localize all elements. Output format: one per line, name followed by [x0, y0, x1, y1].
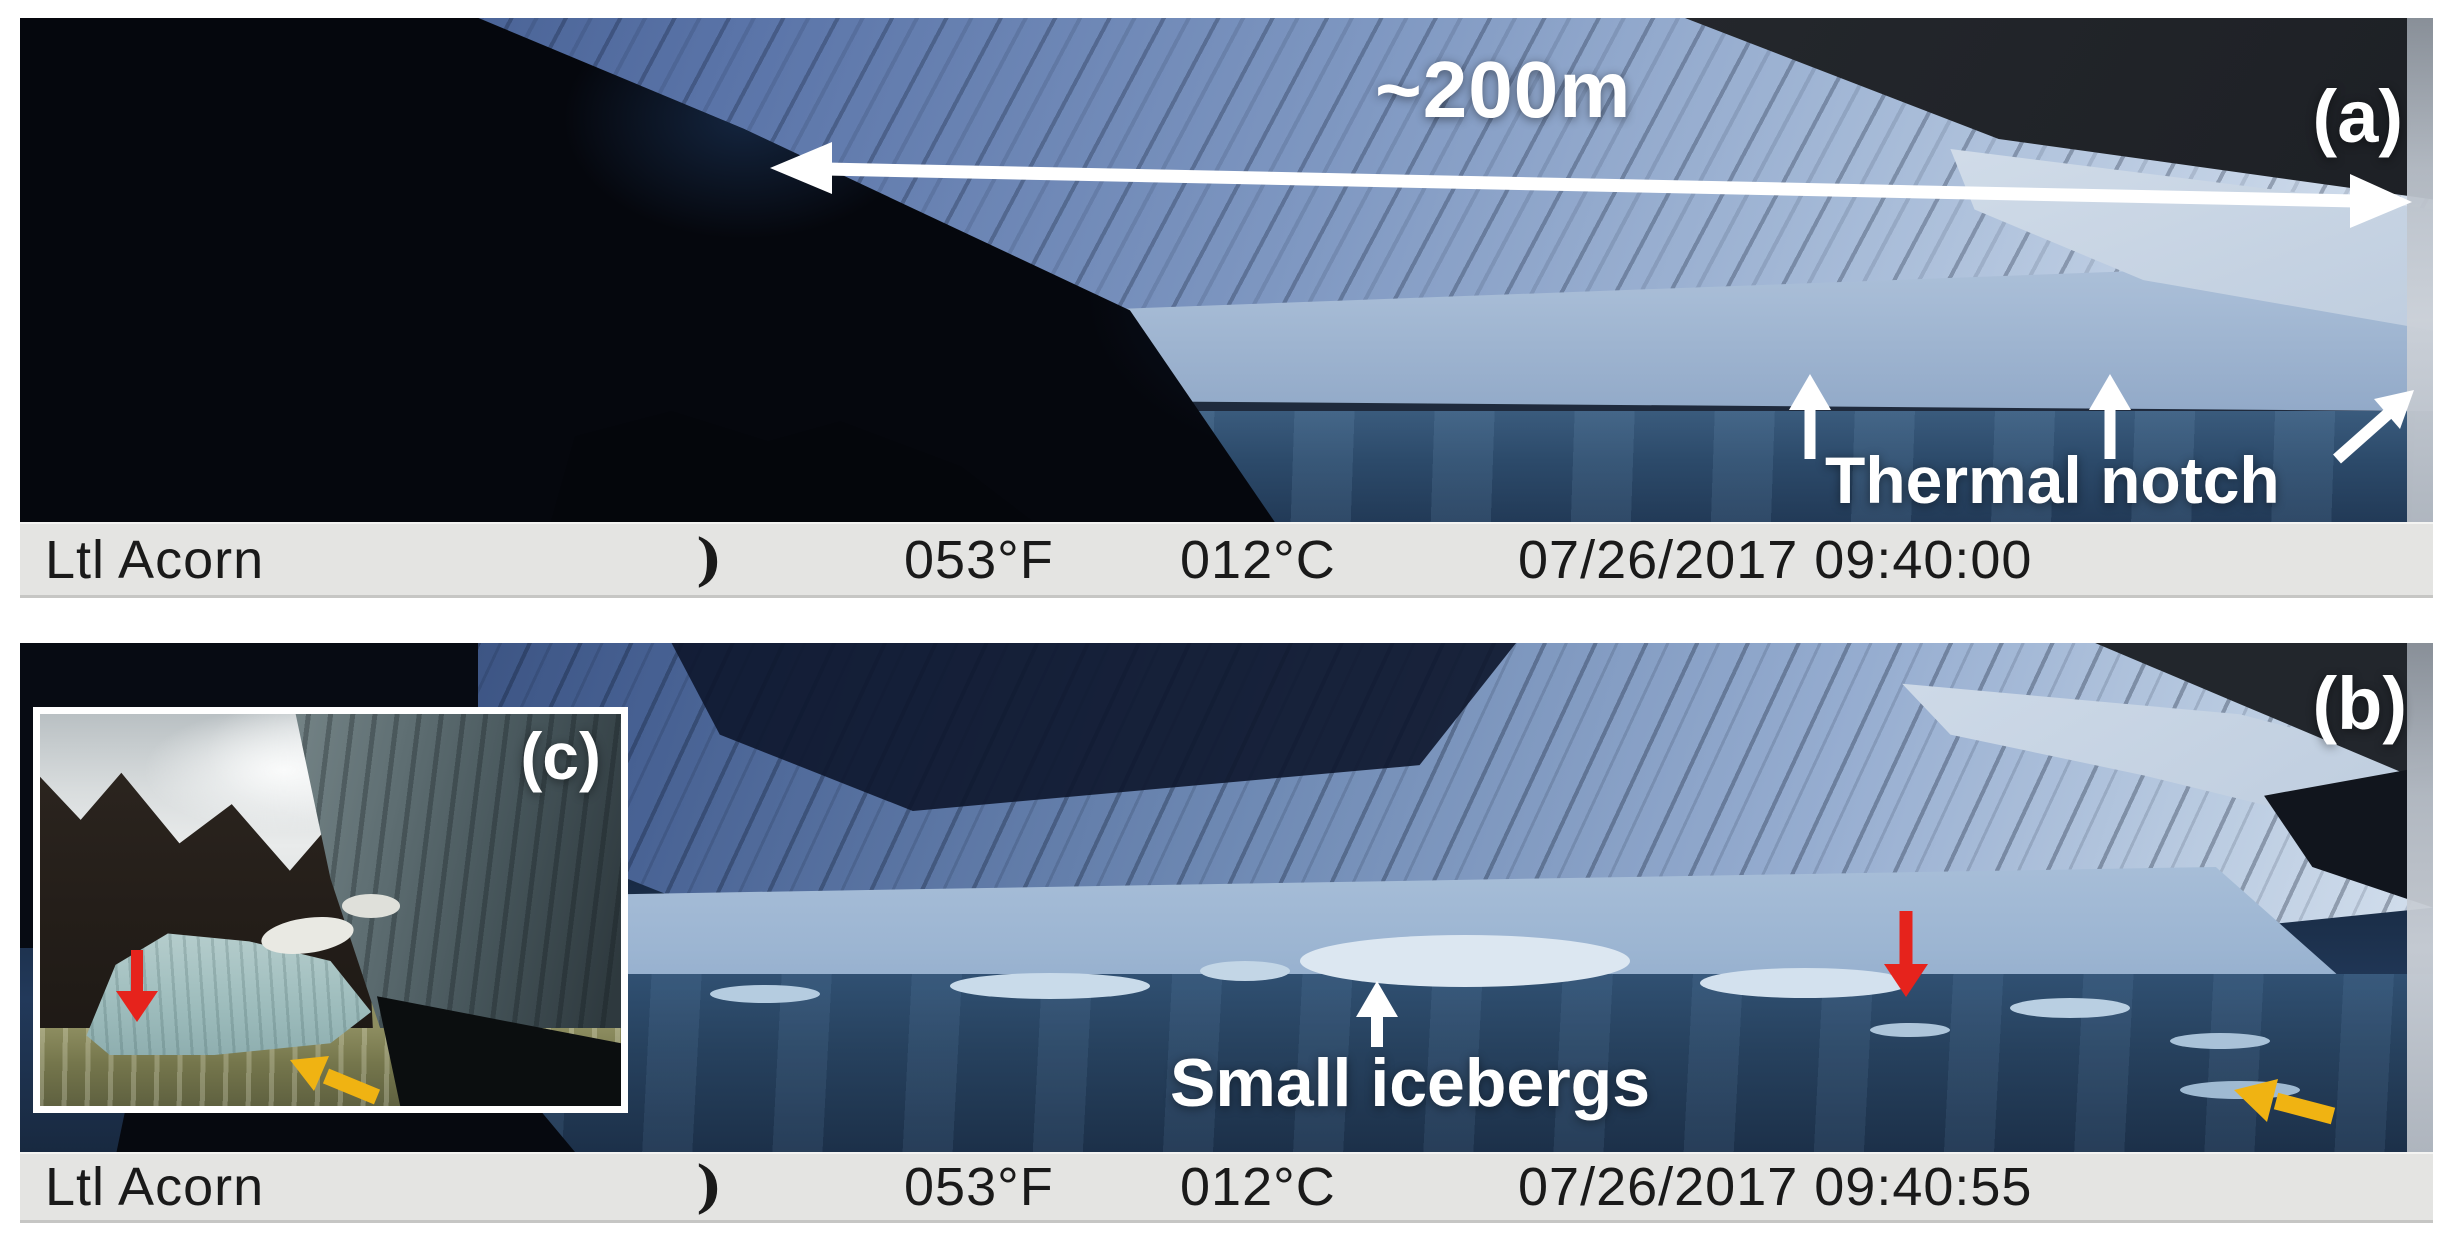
- scale-arrow-head-right: [2350, 174, 2412, 228]
- scale-arrow-head-left: [770, 142, 832, 194]
- panel-a: ~200m Thermal notch (a) Ltl Acorn ) 053°…: [20, 18, 2433, 595]
- osd-camera-name-b: Ltl Acorn: [45, 1157, 265, 1217]
- inset-snow-patch: [342, 894, 401, 918]
- thermal-notch-arrow-left: [1789, 374, 1831, 459]
- inset-annotation-arrows: [116, 950, 381, 1105]
- scale-arrow-shaft: [825, 162, 2357, 208]
- osd-camera-name-a: Ltl Acorn: [45, 529, 265, 590]
- panel-b: (c) Small icebergs (b): [20, 643, 2433, 1220]
- inset-photo-c: (c): [33, 707, 628, 1113]
- arrow-shaft: [2333, 407, 2394, 464]
- photo-edge-strip-a: [2407, 18, 2433, 522]
- small-icebergs-label: Small icebergs: [1170, 1045, 1651, 1121]
- arrow-head: [1884, 964, 1928, 997]
- arrow-head: [290, 1056, 329, 1091]
- inset-photo-c-content: (c): [40, 714, 621, 1106]
- inset-red-arrow-down: [116, 950, 158, 1022]
- panel-b-photo: (c) Small icebergs (b): [20, 643, 2433, 1152]
- scale-label: ~200m: [1375, 45, 1632, 134]
- panel-a-annotation-arrows: [770, 142, 2414, 464]
- inset-yellow-arrow-upleft: [290, 1056, 381, 1105]
- photo-edge-strip-b: [2407, 643, 2433, 1152]
- osd-datetime-b: 07/26/2017 09:40:55: [1518, 1157, 2033, 1217]
- iceberg: [1200, 961, 1290, 981]
- red-arrow-down-b: [1884, 911, 1928, 997]
- thermal-notch-arrow-diagonal: [2333, 390, 2414, 464]
- iceberg: [2170, 1033, 2270, 1049]
- arrow-head: [1356, 981, 1398, 1017]
- iceberg: [710, 985, 820, 1003]
- small-icebergs-arrow: [1356, 981, 1398, 1047]
- iceberg: [950, 973, 1150, 999]
- panel-b-annotation-arrows: [1356, 911, 2336, 1125]
- osd-temp-fahrenheit-b: 053°F: [904, 1157, 1054, 1217]
- osd-temp-fahrenheit-a: 053°F: [904, 529, 1054, 590]
- moon-phase-icon: ): [696, 1154, 724, 1220]
- osd-datetime-a: 07/26/2017 09:40:00: [1518, 529, 2033, 590]
- inset-c-label: (c): [520, 719, 601, 793]
- moon-phase-icon: ): [696, 526, 724, 593]
- arrow-head: [2234, 1079, 2278, 1122]
- panel-a-photo: ~200m Thermal notch (a): [20, 18, 2433, 522]
- camera-osd-bar-a: Ltl Acorn ) 053°F 012°C 07/26/2017 09:40…: [20, 522, 2433, 595]
- panel-a-label: (a): [2312, 75, 2403, 158]
- arrow-head: [116, 991, 158, 1022]
- scale-double-arrow: [770, 142, 2412, 228]
- arrow-head: [1789, 374, 1831, 410]
- iceberg: [1700, 968, 1910, 998]
- arrow-shaft: [2273, 1092, 2336, 1125]
- yellow-arrow-left-b: [2234, 1079, 2336, 1125]
- arrow-shaft: [322, 1068, 381, 1105]
- camera-osd-bar-b: Ltl Acorn ) 053°F 012°C 07/26/2017 09:40…: [20, 1152, 2433, 1220]
- thermal-notch-arrow-middle: [2089, 374, 2131, 459]
- osd-temp-celsius-b: 012°C: [1180, 1157, 1336, 1217]
- iceberg: [1870, 1023, 1950, 1037]
- osd-temp-celsius-a: 012°C: [1180, 529, 1336, 590]
- thermal-notch-label: Thermal notch: [1825, 443, 2280, 517]
- arrow-head: [2374, 390, 2414, 429]
- iceberg: [1300, 935, 1630, 987]
- iceberg: [2010, 998, 2130, 1018]
- arrow-head: [2089, 374, 2131, 410]
- panel-b-label: (b): [2312, 662, 2408, 745]
